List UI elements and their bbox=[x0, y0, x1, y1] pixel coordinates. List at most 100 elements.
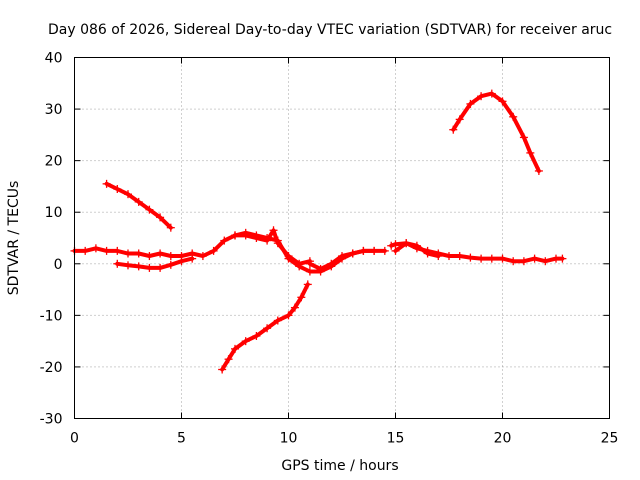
y-tick-label: -30 bbox=[40, 412, 63, 428]
data-point bbox=[102, 179, 111, 188]
data-point bbox=[284, 252, 293, 261]
x-tick-label: 5 bbox=[177, 431, 186, 447]
data-point bbox=[423, 249, 432, 258]
y-tick-label: 40 bbox=[45, 51, 63, 67]
x-tick-label: 25 bbox=[601, 431, 619, 447]
x-tick-label: 0 bbox=[70, 431, 79, 447]
data-point bbox=[145, 263, 154, 272]
data-point bbox=[241, 231, 250, 240]
data-point bbox=[218, 365, 227, 374]
data-point bbox=[526, 148, 535, 157]
y-tick-label: -10 bbox=[40, 308, 63, 324]
data-point bbox=[224, 355, 233, 364]
data-point bbox=[509, 112, 518, 121]
data-point bbox=[124, 190, 132, 199]
series-track-descending bbox=[102, 179, 175, 232]
data-point bbox=[303, 280, 312, 289]
data-point bbox=[449, 125, 458, 134]
chart-title: Day 086 of 2026, Sidereal Day-to-day VTE… bbox=[48, 22, 612, 38]
data-point bbox=[252, 331, 261, 340]
y-tick-label: 0 bbox=[54, 257, 63, 273]
data-point bbox=[498, 97, 507, 106]
data-point bbox=[252, 234, 261, 242]
data-point bbox=[387, 241, 396, 250]
data-point bbox=[241, 337, 250, 346]
data-point bbox=[477, 92, 486, 101]
data-point bbox=[156, 263, 165, 272]
data-point bbox=[477, 254, 486, 263]
y-tick-label: -20 bbox=[40, 360, 63, 376]
data-point bbox=[166, 260, 175, 269]
series-track-main bbox=[70, 228, 379, 276]
data-point bbox=[487, 254, 496, 263]
data-point bbox=[134, 197, 143, 206]
data-point bbox=[391, 240, 400, 249]
plot-frame bbox=[74, 57, 610, 419]
y-axis-label: SDTVAR / TECUs bbox=[6, 181, 22, 296]
series-track-lower-start bbox=[113, 254, 197, 272]
grid bbox=[74, 57, 610, 419]
series-track-rising bbox=[218, 280, 312, 374]
data-point bbox=[102, 246, 111, 255]
y-tick-label: 10 bbox=[45, 205, 63, 221]
data-point bbox=[231, 344, 239, 353]
data-point bbox=[263, 236, 272, 245]
data-point bbox=[145, 205, 154, 214]
data-point bbox=[231, 231, 239, 240]
data-point bbox=[124, 249, 132, 258]
data-point bbox=[156, 213, 165, 222]
data-point bbox=[220, 236, 229, 245]
data-point bbox=[177, 257, 186, 266]
series-track-mid bbox=[305, 246, 389, 273]
data-point bbox=[534, 166, 543, 175]
data-point bbox=[305, 259, 314, 268]
data-point bbox=[338, 252, 346, 261]
data-point bbox=[295, 259, 304, 268]
data-point bbox=[327, 259, 336, 268]
data-point bbox=[273, 239, 282, 248]
data-point bbox=[519, 133, 528, 142]
data-point bbox=[134, 262, 143, 271]
data-point bbox=[305, 267, 314, 276]
data-point bbox=[348, 249, 357, 258]
series-track-crossing bbox=[231, 226, 314, 268]
data-point bbox=[91, 244, 100, 253]
data-point bbox=[402, 239, 411, 248]
x-tick-label: 15 bbox=[387, 431, 405, 447]
data-point bbox=[273, 316, 282, 325]
data-point bbox=[113, 259, 122, 268]
series-line bbox=[220, 282, 310, 372]
data-point bbox=[198, 252, 207, 261]
data-point bbox=[455, 252, 464, 261]
series-track-late-bump bbox=[391, 239, 443, 261]
y-tick-label: 30 bbox=[45, 102, 63, 118]
x-axis-label: GPS time / hours bbox=[281, 458, 398, 474]
data-point bbox=[297, 293, 306, 302]
data-point bbox=[188, 254, 197, 263]
data-point bbox=[466, 99, 475, 108]
data-point bbox=[455, 115, 464, 124]
data-point bbox=[445, 252, 453, 261]
data-point bbox=[166, 252, 175, 261]
x-tick-label: 20 bbox=[494, 431, 512, 447]
data-point bbox=[380, 246, 389, 255]
data-point bbox=[113, 185, 122, 194]
data-point bbox=[412, 241, 421, 250]
x-tick-label: 10 bbox=[280, 431, 298, 447]
data-point bbox=[370, 246, 379, 255]
data-point bbox=[81, 246, 90, 255]
data-point bbox=[113, 246, 122, 255]
data-point bbox=[509, 257, 518, 266]
data-point bbox=[269, 226, 278, 235]
data-point bbox=[541, 257, 550, 266]
data-point bbox=[434, 252, 443, 261]
data-point bbox=[466, 253, 475, 262]
data-point bbox=[487, 89, 496, 98]
series-track-arc bbox=[449, 89, 543, 175]
series-line bbox=[451, 91, 541, 173]
data-point bbox=[145, 252, 154, 261]
data-point bbox=[530, 254, 539, 263]
data-point bbox=[316, 264, 325, 273]
y-tick-label: 20 bbox=[45, 154, 63, 170]
